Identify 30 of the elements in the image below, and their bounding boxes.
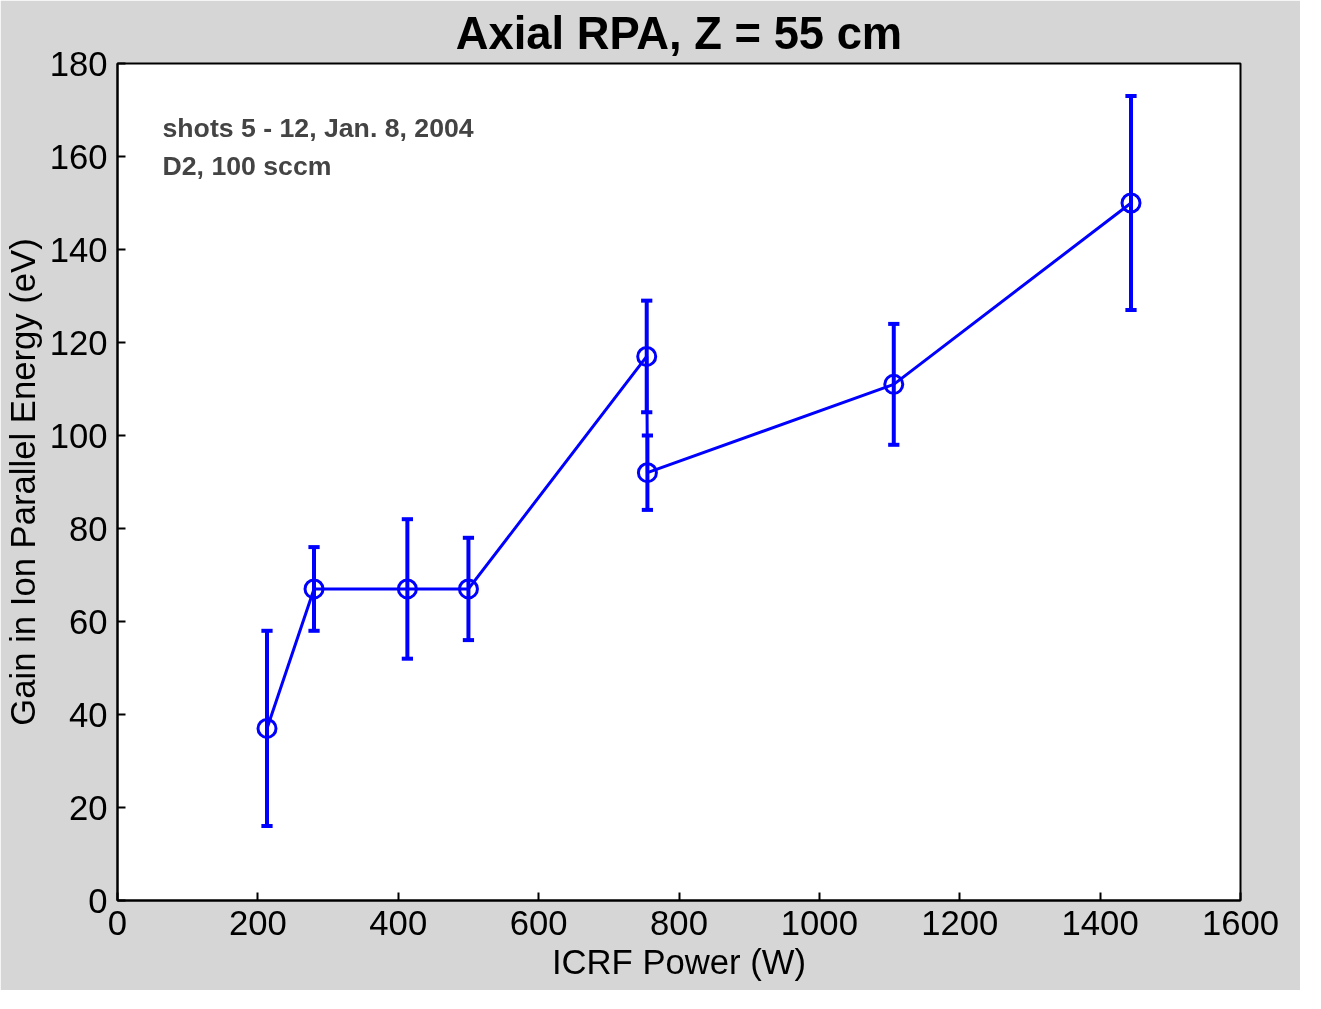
point	[1120, 192, 1142, 214]
x-tick-label: 200	[228, 903, 287, 942]
x-tick-label: 1200	[921, 903, 999, 942]
annotation: shots 5 - 12, Jan. 8, 2004	[162, 112, 474, 143]
point	[636, 345, 658, 367]
point	[883, 373, 905, 395]
x-tick-label: 800	[650, 903, 708, 942]
y-tick-label: 60	[68, 602, 108, 641]
x-tick-label: 1000	[780, 903, 858, 942]
point	[396, 578, 418, 600]
x-axis-title: ICRF Power (W)	[551, 942, 807, 981]
y-axis-title: Gain in Ion Parallel Energy (eV)	[3, 238, 42, 726]
x-tick-label: 600	[509, 903, 568, 942]
y-tick-label: 160	[49, 137, 108, 176]
y-tick-label: 120	[49, 323, 108, 362]
point	[256, 717, 278, 739]
point	[636, 462, 658, 484]
y-tick-label: 180	[49, 44, 108, 83]
x-tick-label: 400	[369, 903, 428, 942]
y-tick-label: 80	[68, 509, 108, 548]
y-tick-label: 20	[68, 788, 108, 827]
x-tick-label: 1600	[1201, 903, 1280, 942]
point	[303, 578, 325, 600]
x-tick-label: 1400	[1061, 903, 1139, 942]
point	[457, 578, 479, 600]
y-tick-label: 140	[49, 230, 108, 269]
annotation: D2, 100 sccm	[162, 150, 332, 181]
y-tick-label: 40	[68, 695, 108, 734]
chart-title: Axial RPA, Z = 55 cm	[455, 7, 903, 59]
y-tick-label: 100	[49, 416, 108, 455]
